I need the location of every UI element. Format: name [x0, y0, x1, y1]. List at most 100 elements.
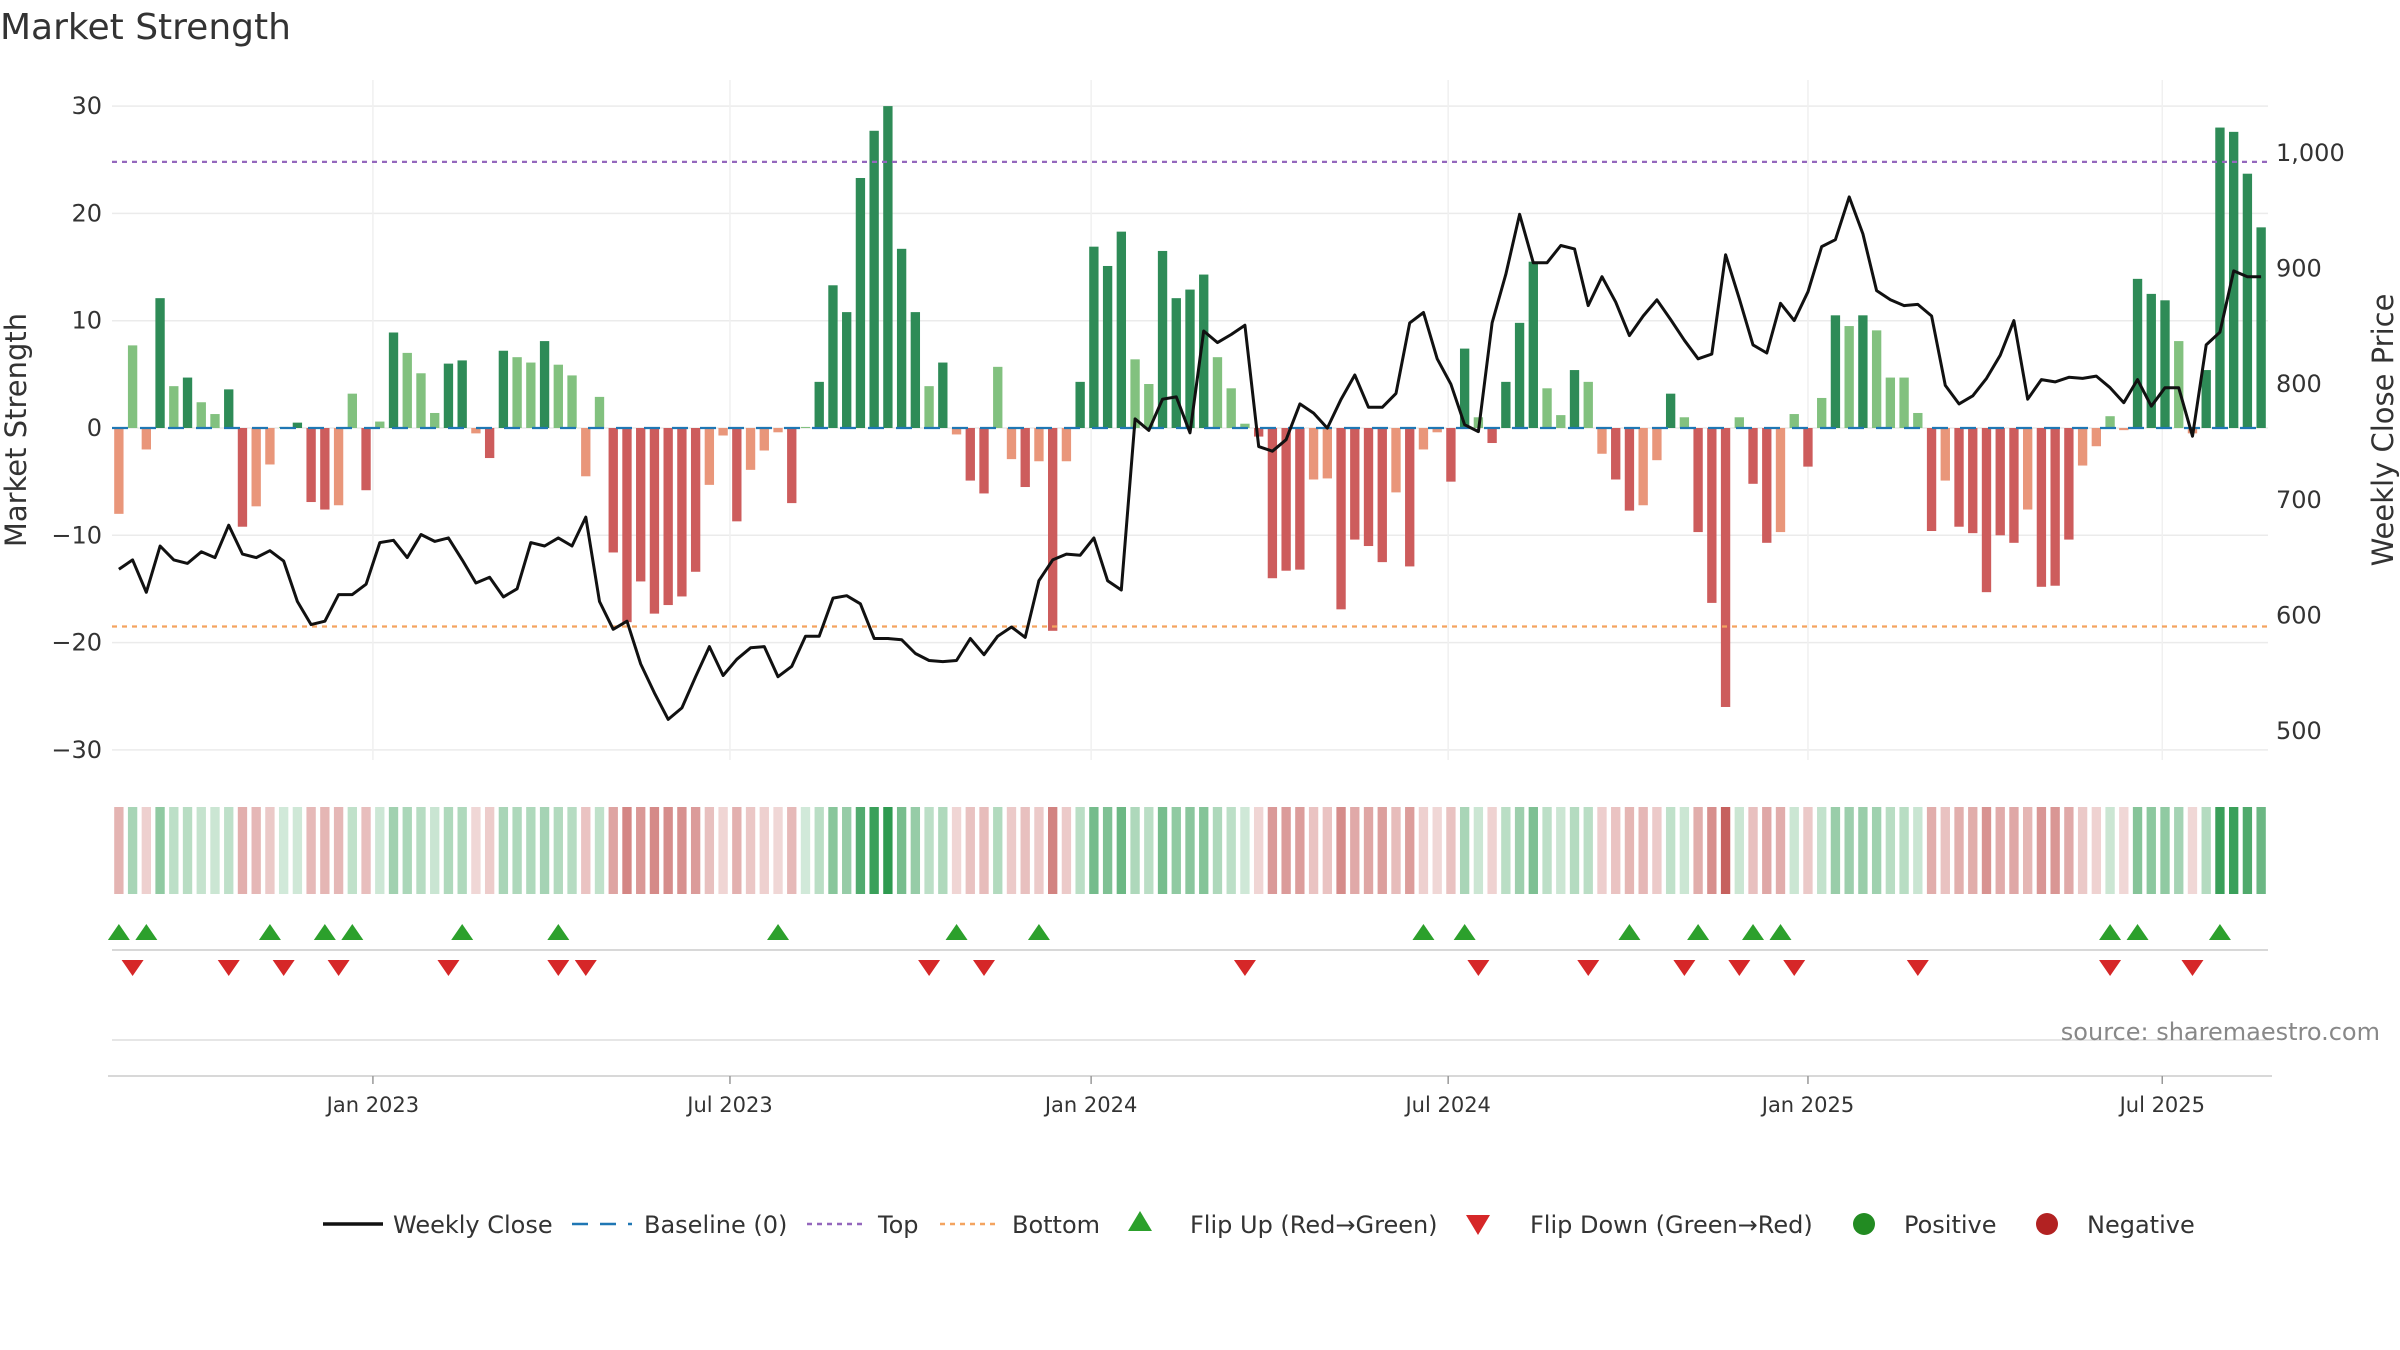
strength-bar	[2174, 341, 2184, 428]
heat-cell	[1391, 807, 1401, 894]
heat-cell	[1693, 807, 1703, 894]
x-axis-ticks: Jan 2023 Jul 2023 Jan 2024 Jul 2024 Jan 2025…	[325, 1076, 2205, 1117]
strength-bar	[1048, 428, 1058, 631]
strength-bar	[224, 389, 234, 428]
legend-positive-label: Positive	[1904, 1211, 1997, 1239]
legend-flip-down-triangle-icon	[1466, 1215, 1490, 1235]
strength-bar	[1624, 428, 1635, 511]
strength-bar	[141, 428, 151, 450]
heat-cell	[1102, 807, 1113, 894]
strength-bar	[622, 428, 632, 623]
heat-cell	[938, 807, 948, 894]
strength-bar	[1116, 231, 1127, 428]
strength-bar	[1377, 428, 1387, 563]
strength-bar	[1514, 322, 1525, 428]
strength-bar	[1446, 428, 1456, 482]
flip-down-marker	[121, 960, 144, 976]
heat-cell	[1405, 807, 1415, 894]
strength-bar	[2050, 428, 2060, 586]
flip-down-marker	[918, 960, 941, 976]
strength-bar	[677, 428, 687, 597]
heat-cell	[1226, 807, 1236, 894]
strength-bar	[1487, 428, 1497, 444]
strength-bar	[512, 357, 522, 428]
strength-bar	[1583, 381, 1593, 428]
heat-cell	[993, 807, 1003, 894]
strength-bar	[1212, 357, 1223, 428]
flip-down-marker	[1673, 960, 1696, 976]
heat-cell	[498, 807, 509, 894]
heat-cell	[1473, 807, 1484, 894]
heat-cell	[512, 807, 522, 894]
heat-cell	[1267, 807, 1278, 894]
heat-cell	[2229, 807, 2239, 894]
heat-cell	[2160, 807, 2170, 894]
heat-cell	[402, 807, 412, 894]
strength-bar	[1295, 428, 1305, 570]
strength-bar	[169, 386, 179, 428]
heat-cell	[622, 807, 632, 894]
flip-down-marker	[973, 960, 996, 976]
heat-cell	[1363, 807, 1374, 894]
heat-cell	[2187, 807, 2198, 894]
heat-cell	[416, 807, 426, 894]
heat-cell	[663, 807, 673, 894]
legend-item-flip-up: Flip Up (Red→Green)	[1128, 1211, 1438, 1239]
heat-cell	[1116, 807, 1127, 894]
strength-bar	[306, 428, 316, 503]
strength-bar	[718, 428, 728, 436]
strength-bar	[663, 428, 673, 606]
heat-cell	[1597, 807, 1607, 894]
strength-bar	[375, 421, 385, 428]
strength-bar	[1679, 417, 1690, 428]
heat-cell	[306, 807, 316, 894]
heat-cell	[1775, 807, 1786, 894]
heat-cell	[1611, 807, 1621, 894]
flip-up-marker	[2099, 924, 2122, 940]
flip-up-marker	[341, 924, 364, 940]
y2-tick-label: 900	[2276, 255, 2322, 283]
lower-panel	[108, 1039, 2272, 1077]
heat-cell	[1789, 807, 1799, 894]
heat-cell	[1995, 807, 2005, 894]
heat-cell	[2242, 807, 2253, 894]
strength-bar	[1611, 428, 1621, 480]
heat-cell	[1185, 807, 1195, 894]
y2-tick-label: 600	[2276, 601, 2322, 629]
strength-bar	[1542, 388, 1552, 428]
y-axis-ticks: 30 20 10 0 −10 −20 −30	[51, 92, 102, 764]
heat-cell	[278, 807, 289, 894]
weekly-close-polyline	[118, 195, 2262, 721]
heat-cell	[1981, 807, 1992, 894]
strength-bar	[1102, 265, 1113, 428]
heat-cell	[2064, 807, 2074, 894]
y2-tick-label: 700	[2276, 486, 2322, 514]
legend-baseline-label: Baseline (0)	[644, 1211, 787, 1239]
heat-cell	[1157, 807, 1168, 894]
heat-cell	[869, 807, 879, 894]
heat-cell	[896, 807, 907, 894]
heat-cell	[732, 807, 742, 894]
y-tick-label: 30	[71, 92, 102, 120]
flip-up-marker	[1742, 924, 1765, 940]
flip-down-marker	[2099, 960, 2122, 976]
heat-cell	[883, 807, 893, 894]
heat-cell	[690, 807, 701, 894]
flip-down-marker	[2181, 960, 2204, 976]
strength-bar	[896, 248, 907, 428]
heat-cell	[251, 807, 261, 894]
heat-cell	[677, 807, 687, 894]
strength-bar	[430, 412, 440, 428]
flip-down-marker	[217, 960, 240, 976]
flip-down-marker	[327, 960, 350, 976]
heat-cell	[333, 807, 344, 894]
strength-bar	[1665, 393, 1676, 428]
legend: Weekly Close Baseline (0) Top Bottom Fli…	[323, 1211, 2195, 1239]
strength-bar	[1240, 423, 1250, 428]
heat-cell	[979, 807, 989, 894]
flip-up-marker	[2126, 924, 2149, 940]
strength-bar	[2242, 173, 2253, 428]
heat-cell	[1858, 807, 1868, 894]
strength-bar	[292, 422, 303, 428]
